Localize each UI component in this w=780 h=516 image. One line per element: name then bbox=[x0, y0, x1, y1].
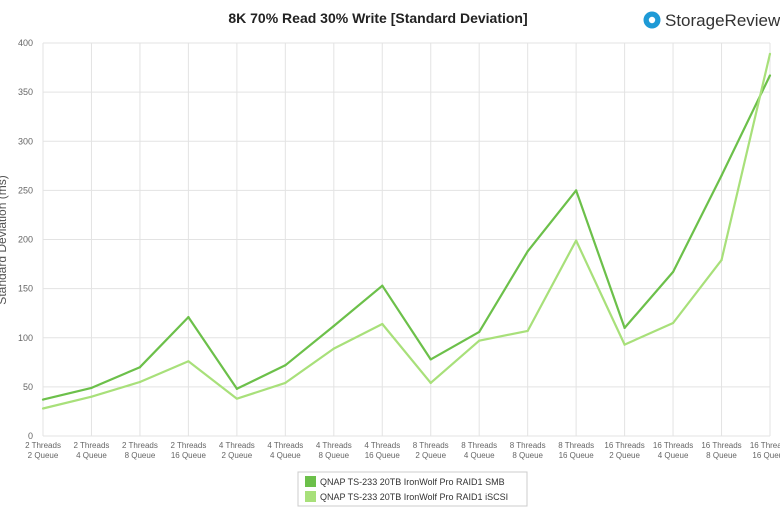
brand-name: StorageReview bbox=[665, 11, 780, 30]
y-tick-label: 0 bbox=[28, 431, 33, 441]
y-tick-label: 150 bbox=[18, 284, 33, 294]
x-tick-label: 16 Threads bbox=[701, 441, 741, 450]
series-line-0 bbox=[42, 74, 771, 401]
y-tick-label: 100 bbox=[18, 333, 33, 343]
data-point bbox=[187, 316, 190, 319]
data-point bbox=[671, 270, 675, 274]
x-tick-label: 8 Queue bbox=[125, 451, 156, 460]
data-point bbox=[768, 74, 772, 77]
data-point bbox=[575, 189, 578, 192]
y-axis-label: Standard Deviation (ms) bbox=[0, 175, 9, 304]
x-tick-label: 2 Threads bbox=[25, 441, 61, 450]
x-tick-label: 8 Threads bbox=[413, 441, 449, 450]
y-tick-label: 300 bbox=[18, 136, 33, 146]
data-point bbox=[138, 380, 142, 384]
data-point bbox=[381, 322, 384, 326]
x-tick-label: 16 Queue bbox=[171, 451, 207, 460]
legend-swatch-smb bbox=[305, 476, 316, 487]
x-tick-label: 4 Threads bbox=[219, 441, 255, 450]
data-point bbox=[526, 250, 529, 253]
y-tick-label: 400 bbox=[18, 38, 33, 48]
logo-inner-dot bbox=[648, 16, 656, 24]
data-point bbox=[671, 321, 675, 325]
data-point bbox=[720, 174, 723, 177]
x-tick-label: 8 Threads bbox=[510, 441, 546, 450]
x-tick-label: 16 Queue bbox=[752, 451, 780, 460]
data-point bbox=[429, 381, 432, 385]
data-point bbox=[381, 284, 384, 287]
data-point bbox=[526, 329, 529, 332]
x-tick-label: 4 Queue bbox=[270, 451, 301, 460]
x-tick-label: 8 Queue bbox=[318, 451, 349, 460]
x-tick-label: 4 Threads bbox=[316, 441, 352, 450]
x-tick-label: 16 Queue bbox=[559, 451, 595, 460]
x-tick-label: 4 Threads bbox=[364, 441, 400, 450]
data-point bbox=[623, 326, 626, 330]
series-line-1 bbox=[42, 53, 772, 410]
data-point bbox=[720, 259, 723, 262]
x-tick-label: 4 Queue bbox=[76, 451, 107, 460]
legend-box bbox=[297, 471, 528, 507]
data-point bbox=[768, 52, 772, 55]
data-point bbox=[90, 386, 93, 389]
data-point bbox=[429, 358, 432, 361]
data-point bbox=[187, 360, 190, 363]
data-point bbox=[478, 330, 481, 333]
x-tick-label: 16 Threads bbox=[653, 441, 693, 450]
x-tick-label: 8 Queue bbox=[512, 451, 543, 460]
y-tick-label: 50 bbox=[23, 382, 33, 392]
legend-swatch-iscsi bbox=[305, 491, 316, 502]
x-tick-label: 4 Queue bbox=[464, 451, 495, 460]
data-point bbox=[235, 397, 238, 400]
x-tick-label: 2 Queue bbox=[28, 451, 59, 460]
chart-title: 8K 70% Read 30% Write [Standard Deviatio… bbox=[228, 10, 527, 26]
series-lines bbox=[41, 52, 772, 410]
x-tick-label: 2 Threads bbox=[122, 441, 158, 450]
x-tick-label: 16 Threads bbox=[604, 441, 644, 450]
x-tick-label: 8 Threads bbox=[461, 441, 497, 450]
data-point bbox=[478, 339, 481, 342]
y-tick-label: 200 bbox=[18, 235, 33, 245]
data-point bbox=[575, 239, 578, 242]
data-point bbox=[90, 395, 93, 398]
data-point bbox=[332, 347, 335, 350]
data-point bbox=[235, 387, 238, 390]
y-tick-labels: 0 50 100 150 200 250 300 350 400 bbox=[18, 38, 33, 441]
x-tick-label: 8 Threads bbox=[558, 441, 594, 450]
legend-label-smb: QNAP TS-233 20TB IronWolf Pro RAID1 SMB bbox=[320, 477, 505, 487]
legend-label-iscsi: QNAP TS-233 20TB IronWolf Pro RAID1 iSCS… bbox=[320, 492, 508, 502]
x-tick-label: 2 Queue bbox=[222, 451, 253, 460]
x-tick-label: 2 Threads bbox=[74, 441, 110, 450]
legend: QNAP TS-233 20TB IronWolf Pro RAID1 SMB … bbox=[297, 471, 528, 507]
x-tick-label: 2 Threads bbox=[170, 441, 206, 450]
x-tick-label: 2 Queue bbox=[415, 451, 446, 460]
y-tick-label: 250 bbox=[18, 185, 33, 195]
x-tick-label: 16 Queue bbox=[365, 451, 401, 460]
data-point bbox=[138, 366, 142, 369]
data-point bbox=[284, 364, 287, 367]
data-point bbox=[41, 407, 45, 410]
y-tick-label: 350 bbox=[18, 87, 33, 97]
data-point bbox=[332, 324, 335, 328]
data-point bbox=[41, 398, 45, 401]
x-tick-label: 8 Queue bbox=[706, 451, 737, 460]
grid bbox=[42, 42, 771, 437]
brand-logo: StorageReview bbox=[643, 11, 780, 30]
data-point bbox=[284, 381, 287, 385]
data-point bbox=[623, 343, 626, 346]
x-tick-label: 4 Queue bbox=[658, 451, 689, 460]
x-tick-label: 4 Threads bbox=[267, 441, 303, 450]
x-tick-label: 16 Threads bbox=[750, 441, 780, 450]
x-tick-label: 2 Queue bbox=[609, 451, 640, 460]
